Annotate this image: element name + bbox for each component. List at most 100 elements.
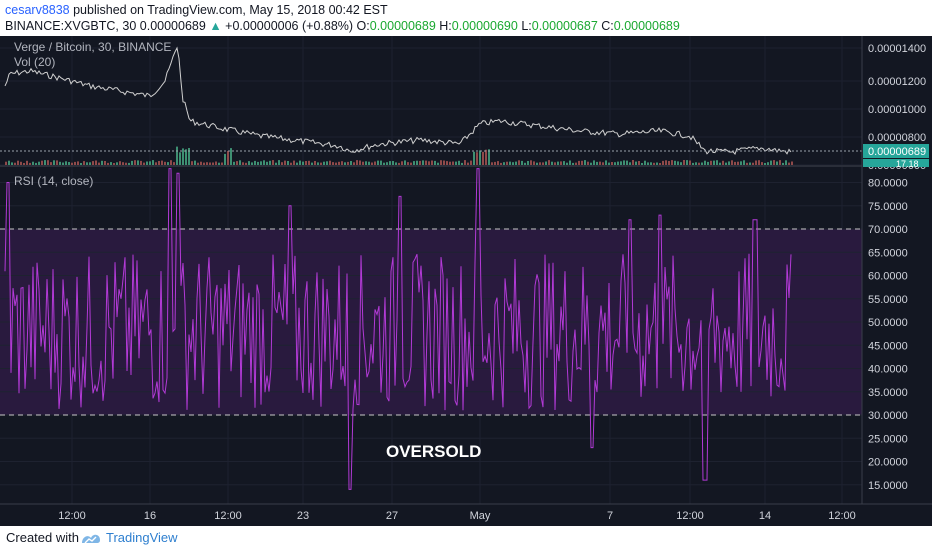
- volume-bar: [221, 162, 223, 165]
- price-axis[interactable]: [862, 36, 932, 504]
- volume-bar: [89, 162, 91, 165]
- volume-bar: [506, 161, 508, 165]
- volume-bar: [641, 163, 643, 165]
- volume-bar: [575, 162, 577, 165]
- volume-bar: [293, 160, 295, 165]
- volume-bar: [671, 160, 673, 165]
- volume-bar: [11, 162, 13, 165]
- rsi-axis-label: 40.0000: [868, 364, 908, 376]
- time-axis-label: 23: [297, 510, 309, 522]
- volume-bar: [695, 162, 697, 165]
- volume-bar: [287, 161, 289, 165]
- volume-bar: [182, 148, 184, 165]
- volume-bar: [689, 160, 691, 165]
- volume-bar: [635, 161, 637, 165]
- volume-bar: [17, 160, 19, 165]
- volume-bar: [254, 160, 256, 165]
- volume-bar: [299, 160, 301, 165]
- volume-bar: [83, 161, 85, 165]
- high-label: H:: [439, 19, 452, 33]
- volume-bar: [170, 160, 172, 165]
- volume-bar: [107, 162, 109, 165]
- volume-bar: [77, 161, 79, 165]
- volume-bar: [686, 160, 688, 165]
- volume-bar: [26, 160, 28, 165]
- volume-bar: [782, 162, 784, 165]
- current-price-tag: 0.00000689: [868, 146, 926, 158]
- volume-bar: [569, 160, 571, 165]
- volume-bar: [632, 160, 634, 165]
- volume-bar: [542, 162, 544, 165]
- up-arrow-icon: ▲: [209, 19, 222, 33]
- volume-bar: [545, 161, 547, 165]
- volume-bar: [71, 162, 73, 165]
- volume-bar: [722, 160, 724, 165]
- volume-bar: [305, 161, 307, 165]
- volume-bar: [308, 160, 310, 165]
- volume-bar: [611, 162, 613, 165]
- volume-bar: [119, 161, 121, 165]
- time-axis-label: 14: [759, 510, 771, 522]
- volume-bar: [740, 161, 742, 165]
- volume-bar: [770, 160, 772, 165]
- open-value: 0.00000689: [369, 19, 436, 33]
- volume-bar: [530, 160, 532, 165]
- volume-bar: [317, 162, 319, 165]
- time-axis[interactable]: [0, 504, 932, 526]
- volume-bar: [665, 160, 667, 165]
- volume-bar: [698, 162, 700, 165]
- rsi-axis-label: 55.0000: [868, 294, 908, 306]
- volume-bar: [230, 148, 232, 165]
- volume-bar: [74, 161, 76, 165]
- volume-bar: [209, 162, 211, 165]
- volume-bar: [470, 160, 472, 165]
- author-link[interactable]: cesarv8838: [5, 3, 70, 17]
- volume-bar: [152, 160, 154, 165]
- price-axis-label: 0.00001000: [868, 104, 926, 116]
- volume-bar: [374, 161, 376, 165]
- volume-bar: [566, 162, 568, 165]
- rsi-axis-label: 80.0000: [868, 178, 908, 190]
- volume-bar: [44, 160, 46, 165]
- chart-canvas[interactable]: Verge / Bitcoin, 30, BINANCE Vol (20) RS…: [0, 36, 932, 526]
- volume-bar: [110, 162, 112, 165]
- volume-bar: [755, 160, 757, 165]
- volume-bar: [188, 148, 190, 165]
- rsi-axis-label: 45.0000: [868, 340, 908, 352]
- tradingview-brand-link[interactable]: TradingView: [106, 530, 178, 545]
- volume-bar: [98, 162, 100, 165]
- volume-bar: [455, 161, 457, 165]
- volume-bar: [590, 162, 592, 165]
- volume-bar: [440, 160, 442, 165]
- volume-bar: [764, 163, 766, 165]
- volume-bar: [392, 161, 394, 165]
- volume-bar: [581, 160, 583, 165]
- volume-bar: [614, 162, 616, 165]
- volume-bar: [296, 162, 298, 165]
- rsi-axis-labels: 80.0000 75.0000 70.0000 65.0000 60.0000 55.00…: [868, 178, 908, 492]
- volume-bar: [65, 161, 67, 165]
- volume-bar: [422, 160, 424, 165]
- volume-bar: [8, 160, 10, 165]
- volume-bar: [536, 162, 538, 165]
- volume-bar: [398, 162, 400, 165]
- volume-bar: [479, 150, 481, 165]
- volume-bar: [425, 160, 427, 165]
- volume-bar: [644, 160, 646, 165]
- volume-bar: [719, 162, 721, 165]
- time-axis-labels: 12:00 16 12:00 23 27 May 7 12:00 14 12:00: [58, 510, 856, 522]
- volume-bar: [623, 160, 625, 165]
- volume-bar: [35, 162, 37, 165]
- volume-bar: [521, 160, 523, 165]
- volume-bar: [551, 161, 553, 165]
- volume-bar: [335, 162, 337, 165]
- volume-bar: [386, 162, 388, 165]
- volume-bar: [140, 160, 142, 165]
- volume-bar: [434, 160, 436, 165]
- volume-bar: [284, 160, 286, 165]
- volume-bar: [353, 162, 355, 165]
- chart-area[interactable]: Verge / Bitcoin, 30, BINANCE Vol (20) RS…: [0, 36, 932, 526]
- volume-bar: [482, 151, 484, 165]
- volume-bar: [419, 160, 421, 165]
- volume-bar: [155, 162, 157, 165]
